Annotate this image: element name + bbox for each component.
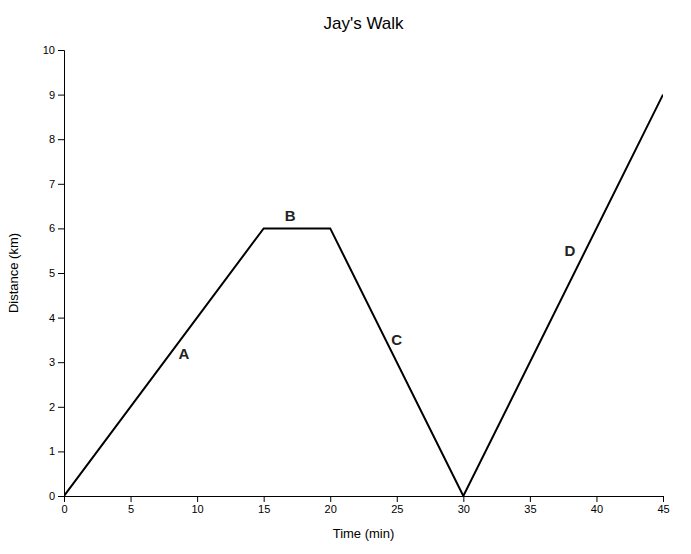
tick-mark (58, 496, 64, 497)
tick-label: 4 (49, 312, 55, 324)
tick-label: 10 (191, 503, 203, 515)
tick-label: 45 (657, 503, 669, 515)
tick-mark (330, 496, 331, 502)
tick-label: 25 (391, 503, 403, 515)
tick-mark (264, 496, 265, 502)
chart: 051015202530354045012345678910ABCDJay's … (0, 0, 691, 554)
tick-mark (397, 496, 398, 502)
y-axis: 0 1 2 3 4 5 6 7 8 9 10 (43, 44, 65, 502)
title: Jay's Walk (323, 14, 404, 33)
x-axis: 0 5 10 15 20 25 30 35 40 45 (61, 496, 669, 515)
tick-label: 5 (128, 503, 134, 515)
tick-label: 0 (49, 490, 55, 502)
marks (64, 95, 663, 496)
annotations: A B C D (178, 207, 575, 362)
tick-mark (58, 273, 64, 274)
tick: 6 (49, 222, 64, 234)
tick: 10 (43, 44, 64, 56)
tick: 40 (591, 496, 603, 515)
tick: 2 (49, 401, 64, 413)
tick-mark (58, 318, 64, 319)
tick-label: 0 (61, 503, 67, 515)
tick-label: 5 (49, 267, 55, 279)
tick-mark (530, 496, 531, 502)
tick: 5 (49, 267, 64, 279)
tick-label: 3 (49, 356, 55, 368)
tick-label: 8 (49, 133, 55, 145)
tick-label: 10 (43, 44, 55, 56)
tick: 0 (61, 496, 67, 515)
axis-line (65, 497, 664, 503)
tick: 20 (325, 496, 337, 515)
axis-line (58, 51, 65, 497)
tick-mark (663, 496, 664, 502)
tick-mark (58, 362, 64, 363)
tick: 25 (391, 496, 403, 515)
tick: 3 (49, 356, 64, 368)
tick-mark (58, 407, 64, 408)
annotation: D (564, 242, 575, 259)
tick-mark (58, 50, 64, 51)
tick-mark (596, 496, 597, 502)
tick: 10 (191, 496, 203, 515)
tick: 9 (49, 89, 64, 101)
annotation: A (178, 345, 189, 362)
tick: 0 (49, 490, 64, 502)
tick-label: 2 (49, 401, 55, 413)
tick: 45 (657, 496, 669, 515)
tick-mark (58, 139, 64, 140)
plot: 051015202530354045012345678910ABCD (43, 44, 670, 515)
tick: 5 (128, 496, 134, 515)
tick-label: 6 (49, 222, 55, 234)
tick: 7 (49, 178, 64, 190)
tick-label: 35 (524, 503, 536, 515)
tick-label: 1 (49, 445, 55, 457)
line (64, 95, 663, 496)
tick-label: 40 (591, 503, 603, 515)
tick: 35 (524, 496, 536, 515)
y-axis-title: Distance (km) (6, 233, 21, 313)
tick-mark (58, 184, 64, 185)
x-axis-title: Time (min) (333, 526, 395, 541)
tick-mark (58, 228, 64, 229)
tick: 1 (49, 445, 64, 457)
tick-label: 7 (49, 178, 55, 190)
tick-mark (58, 95, 64, 96)
tick-mark (463, 496, 464, 502)
tick-mark (58, 451, 64, 452)
annotation: C (391, 331, 402, 348)
tick: 8 (49, 133, 64, 145)
tick-label: 15 (258, 503, 270, 515)
tick-mark (197, 496, 198, 502)
tick: 30 (458, 496, 470, 515)
tick-label: 9 (49, 89, 55, 101)
tick: 15 (258, 496, 270, 515)
tick: 4 (49, 312, 64, 324)
tick-mark (131, 496, 132, 502)
tick-label: 30 (458, 503, 470, 515)
annotation: B (285, 207, 296, 224)
tick-label: 20 (325, 503, 337, 515)
